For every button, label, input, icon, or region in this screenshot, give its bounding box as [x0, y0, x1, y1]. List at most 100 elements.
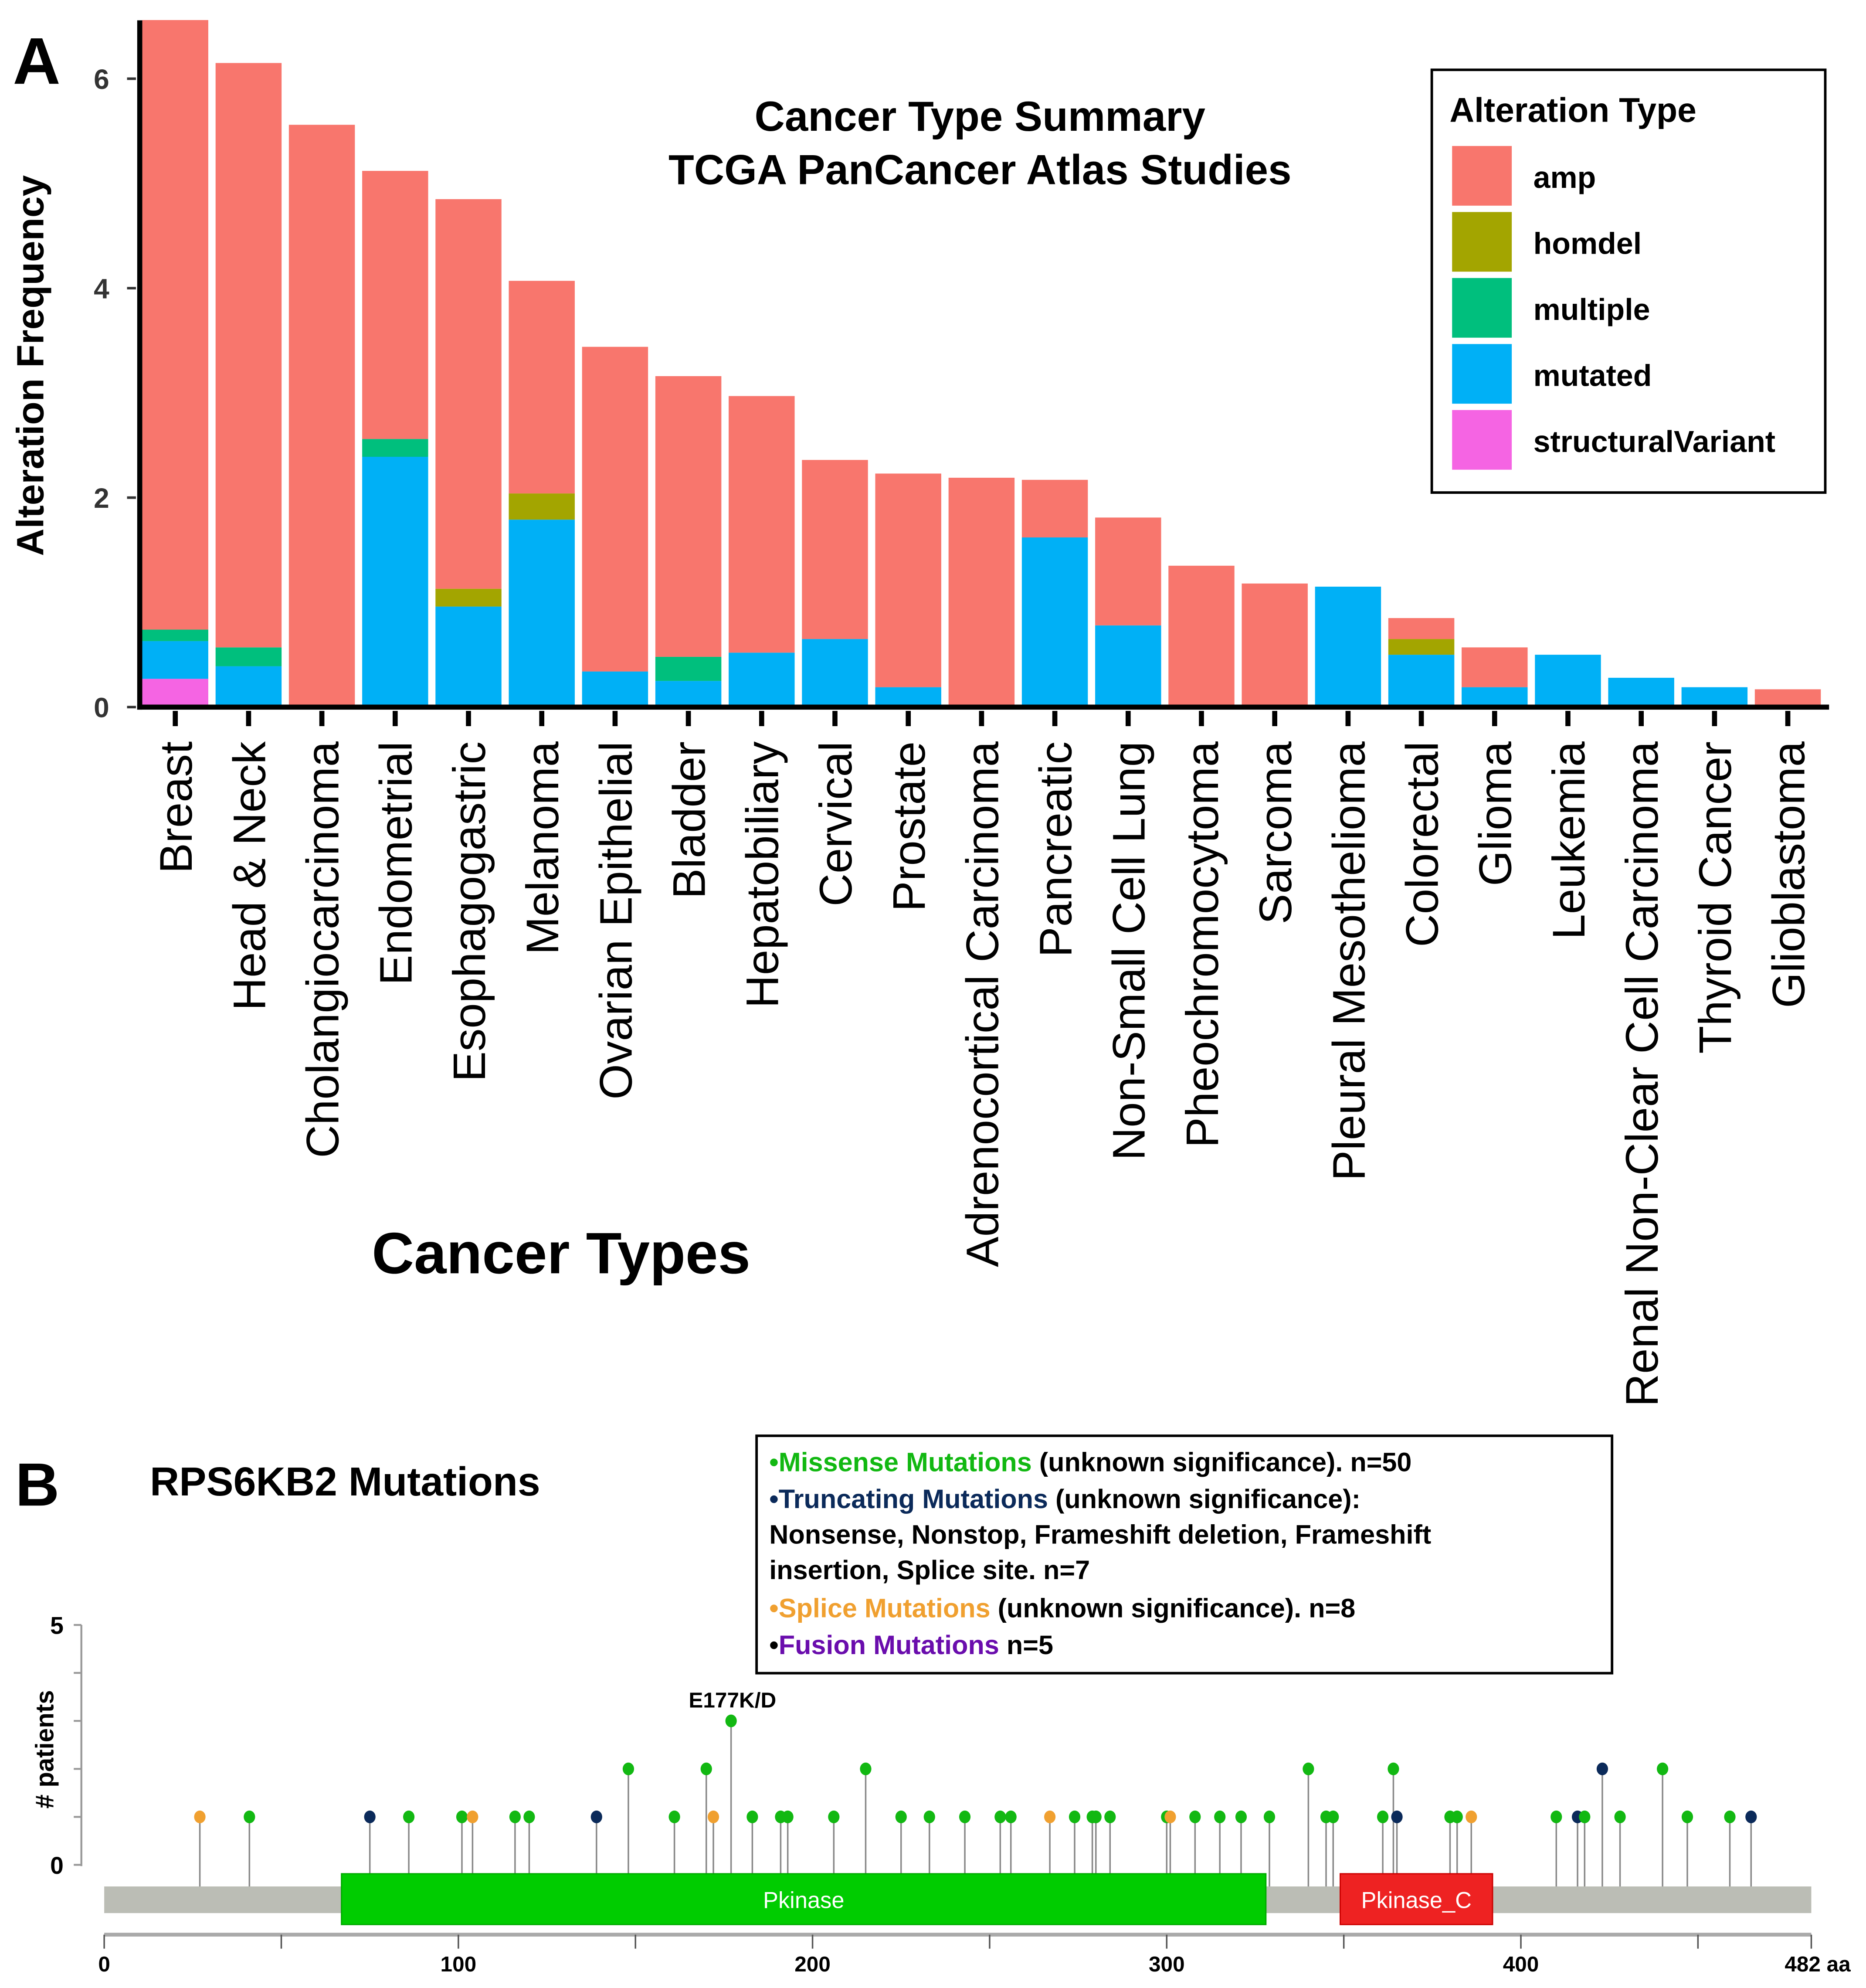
mutation-dot-missense: [668, 1810, 680, 1823]
mutation-dot-truncating: [1391, 1810, 1403, 1823]
x-tick-label: Bladder: [664, 741, 715, 899]
x-tick-label: Head & Neck: [224, 741, 275, 1010]
bar-homdel: [1388, 639, 1455, 655]
svg-text:•Fusion Mutations n=5: •Fusion Mutations n=5: [769, 1630, 1053, 1660]
lollipop-y-label: # patients: [31, 1690, 59, 1808]
x-tick-label: Leukemia: [1544, 741, 1595, 939]
bar-mutated: [802, 639, 868, 707]
x-tick-label: Thyroid Cancer: [1690, 741, 1741, 1054]
mutation-dot-missense: [1189, 1810, 1201, 1823]
x-tick-label: Renal Non-Clear Cell Carcinoma: [1617, 741, 1668, 1407]
mutation-dot-missense: [523, 1810, 535, 1823]
bar-mutated: [875, 687, 941, 707]
legend-swatch-mutated: [1452, 344, 1512, 404]
mutation-dot-splice: [194, 1810, 206, 1823]
y-tick-label: 4: [94, 273, 109, 304]
legend-splice-label: •Splice Mutations: [769, 1594, 990, 1623]
bar-multiple: [215, 647, 282, 666]
bar-amp: [582, 347, 648, 672]
mutation-dot-missense: [1377, 1810, 1389, 1823]
mutation-dot-missense: [509, 1810, 521, 1823]
bar-mutated: [142, 641, 208, 679]
legend-truncating-line3: insertion, Splice site. n=7: [769, 1555, 1090, 1585]
lollipop-title: RPS6KB2 Mutations: [150, 1459, 540, 1504]
mutation-dot-missense: [1614, 1810, 1626, 1823]
mutation-dot-missense: [1681, 1810, 1693, 1823]
bar-multiple: [362, 439, 428, 457]
bar-mutated: [1681, 687, 1748, 707]
hotspot-annotation: E177K/D: [689, 1688, 776, 1712]
mutation-dot-missense: [1005, 1810, 1017, 1823]
bar-amp: [288, 125, 355, 707]
x-tick-label: Pheochromocytoma: [1177, 741, 1228, 1148]
legend-truncating-rest: (unknown significance):: [1048, 1484, 1360, 1514]
chart-subtitle: TCGA PanCancer Atlas Studies: [668, 146, 1292, 193]
mutation-dot-missense: [1303, 1762, 1314, 1775]
bar-mutated: [435, 606, 502, 707]
bar-amp: [362, 171, 428, 439]
bar-amp: [1095, 517, 1161, 625]
bar-mutated: [1535, 655, 1601, 707]
legend-fusion-rest: n=5: [999, 1630, 1053, 1660]
legend-swatch-homdel: [1452, 212, 1512, 272]
mutation-dot-missense: [1657, 1762, 1669, 1775]
mutation-dot-missense: [923, 1810, 935, 1823]
mutation-dot-missense: [1104, 1810, 1116, 1823]
y-axis-label: Alteration Frequency: [9, 175, 51, 556]
mutation-dot-missense: [1327, 1810, 1339, 1823]
mutation-dot-missense: [622, 1762, 634, 1775]
x-tick-label: Ovarian Epithelial: [590, 741, 641, 1100]
x-tick-label: 0: [98, 1952, 110, 1976]
bar-mutated: [1388, 655, 1455, 707]
legend-splice-rest: (unknown significance). n=8: [991, 1594, 1356, 1623]
bar-mutated: [1462, 687, 1528, 707]
legend-alteration-type: Alteration Type amp homdel multiple mutated…: [1430, 68, 1827, 494]
mutation-dot-splice: [1044, 1810, 1056, 1823]
bar-amp: [1462, 647, 1528, 687]
chart-title: Cancer Type Summary: [755, 93, 1206, 140]
bar-mutated: [1021, 537, 1088, 707]
legend-fusion-bullet: •: [769, 1630, 778, 1660]
bar-mutated: [729, 652, 795, 707]
bar-multiple: [142, 629, 208, 641]
x-tick-label: Glioblastoma: [1763, 741, 1814, 1008]
bar-amp: [1021, 479, 1088, 538]
x-tick-label: Cervical: [811, 741, 862, 907]
panel-b-label: B: [15, 1450, 59, 1519]
x-tick-label: Adrenocortical Carcinoma: [957, 741, 1008, 1267]
x-tick-label: Esophagogastric: [444, 741, 495, 1082]
bar-amp: [729, 396, 795, 653]
mutation-dot-missense: [1388, 1762, 1399, 1775]
mutation-legend-box: •Missense Mutations (unknown significanc…: [755, 1434, 1614, 1675]
mutation-dot-missense: [1550, 1810, 1562, 1823]
legend-label-mutated: mutated: [1534, 358, 1652, 392]
mutation-dot-missense: [1579, 1810, 1591, 1823]
legend-title: Alteration Type: [1449, 91, 1696, 129]
mutation-dot-missense: [244, 1810, 255, 1823]
mutation-dot-truncating: [590, 1810, 602, 1823]
x-tick-label: Melanoma: [517, 741, 568, 955]
legend-swatch-structuralVariant: [1452, 410, 1512, 470]
legend-missense-label: •Missense Mutations: [769, 1448, 1032, 1477]
mutation-dot-splice: [467, 1810, 478, 1823]
y-tick-label: 0: [50, 1852, 64, 1879]
y-tick-label: 0: [94, 692, 109, 724]
mutation-dot-truncating: [364, 1810, 376, 1823]
x-tick-label: Breast: [151, 741, 202, 873]
bar-amp: [1242, 583, 1308, 707]
mutation-dot-missense: [456, 1810, 468, 1823]
legend-missense-rest: (unknown significance). n=50: [1032, 1448, 1412, 1477]
bar-amp: [1754, 689, 1821, 707]
domain-label: Pkinase: [763, 1888, 844, 1913]
rps6kb2-lollipop-plot: 0 5 Pkinase Pkinase_C 0 100 200 300 400 482 aa: [50, 1612, 1851, 1976]
legend-label-multiple: multiple: [1534, 292, 1650, 326]
bar-multiple: [655, 656, 722, 681]
legend-label-homdel: homdel: [1534, 227, 1642, 261]
mutation-dot-missense: [828, 1810, 840, 1823]
x-tick-label: Endometrial: [371, 741, 422, 985]
x-tick-label: Sarcoma: [1250, 741, 1301, 924]
mutation-dot-missense: [1069, 1810, 1081, 1823]
bar-amp: [142, 20, 208, 630]
mutation-dot-missense: [725, 1714, 737, 1727]
x-tick-label: Pleural Mesothelioma: [1323, 741, 1374, 1181]
